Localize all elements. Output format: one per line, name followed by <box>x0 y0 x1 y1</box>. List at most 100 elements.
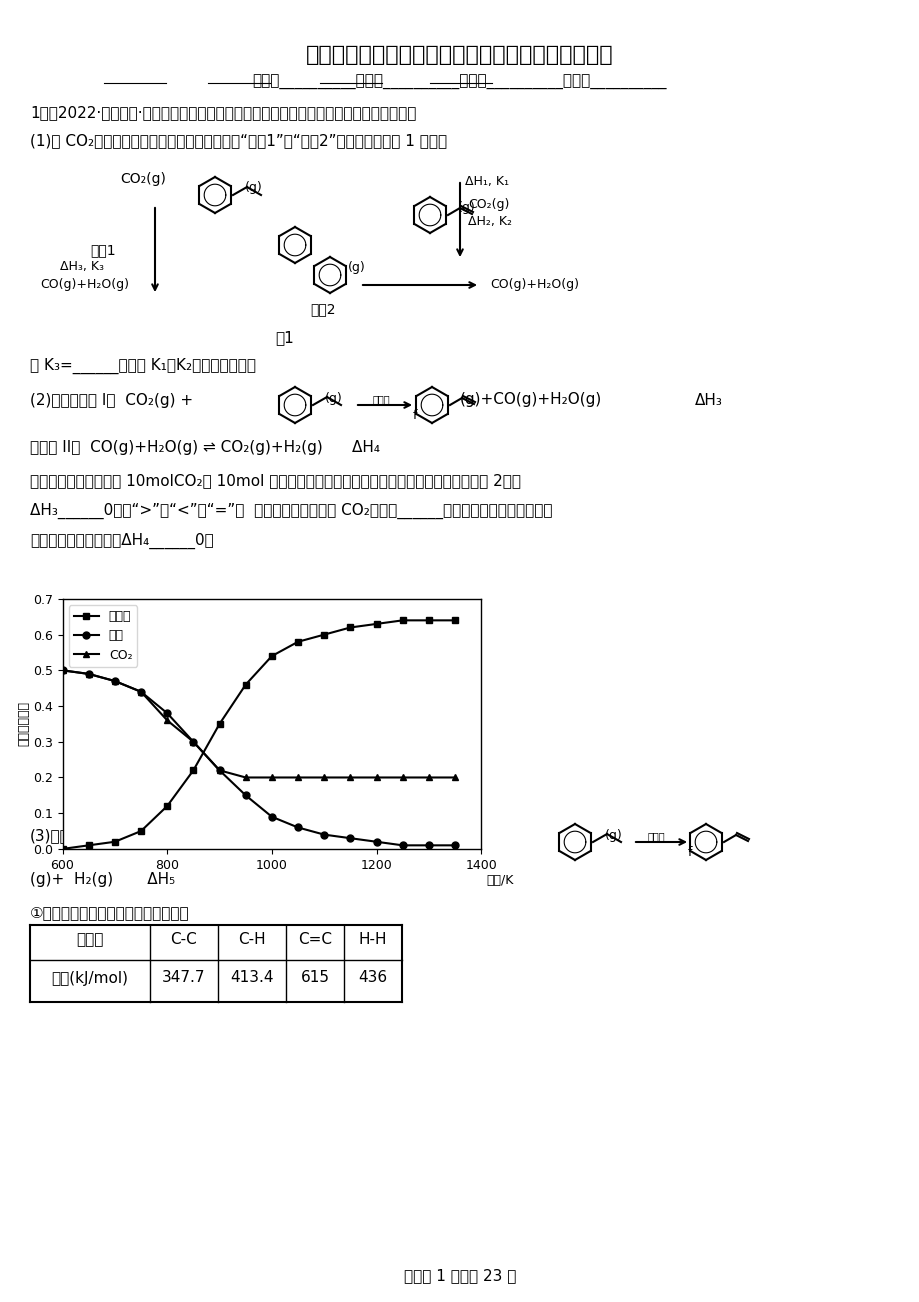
乙苯 <box>370 835 381 850</box>
CO₂ <box>214 763 225 779</box>
Text: CO₂(g): CO₂(g) <box>119 172 165 186</box>
Text: (2)已知主反应 I：  CO₂(g) +: (2)已知主反应 I： CO₂(g) + <box>30 393 193 408</box>
苯乙烯 <box>83 837 94 853</box>
乙苯 <box>162 706 173 721</box>
CO₂ <box>162 712 173 728</box>
CO₂ <box>397 769 408 785</box>
Text: 1．（2022·辽宁丹东·二模）苯乙烯是重要的有机合成单体，工业上常用乙苯为原料合成。: 1．（2022·辽宁丹东·二模）苯乙烯是重要的有机合成单体，工业上常用乙苯为原料… <box>30 105 416 120</box>
Text: 温度/K: 温度/K <box>486 874 513 887</box>
Text: (g): (g) <box>605 829 622 842</box>
Text: 键能(kJ/mol): 键能(kJ/mol) <box>51 970 129 986</box>
乙苯 <box>57 663 68 678</box>
乙苯 <box>267 809 278 824</box>
乙苯 <box>292 820 303 836</box>
Text: 催化剂: 催化剂 <box>647 831 665 841</box>
Text: (g): (g) <box>244 181 263 194</box>
苯乙烯 <box>214 716 225 732</box>
Text: (g)+  H₂(g)       ΔH₅: (g)+ H₂(g) ΔH₅ <box>30 872 175 887</box>
乙苯 <box>345 831 356 846</box>
Text: 向刚性密闭容器中充入 10molCO₂和 10mol 乙苯，在不同温度下测得平衡时各物质的体积分数如图 2，则: 向刚性密闭容器中充入 10molCO₂和 10mol 乙苯，在不同温度下测得平衡… <box>30 473 520 488</box>
乙苯 <box>423 837 434 853</box>
Text: 试卷第 1 页，共 23 页: 试卷第 1 页，共 23 页 <box>403 1268 516 1282</box>
Text: ①已知部分化学键键能数据如表所示：: ①已知部分化学键键能数据如表所示： <box>30 905 189 921</box>
乙苯 <box>318 827 329 842</box>
苯乙烯 <box>370 616 381 631</box>
苯乙烯 <box>292 634 303 650</box>
苯乙烯 <box>449 612 460 628</box>
Text: 高考化学一轮专题强化练习题：化学反应原理综合题: 高考化学一轮专题强化练习题：化学反应原理综合题 <box>306 46 613 65</box>
苯乙烯 <box>187 763 199 779</box>
Text: C-C: C-C <box>170 932 198 947</box>
Text: 学校：__________姓名：__________班级：__________考号：__________: 学校：__________姓名：__________班级：__________考… <box>253 76 666 90</box>
乙苯 <box>214 763 225 779</box>
CO₂ <box>57 663 68 678</box>
苯乙烯 <box>397 612 408 628</box>
苯乙烯 <box>135 823 146 838</box>
Text: C=C: C=C <box>298 932 332 947</box>
Text: (g): (g) <box>324 392 343 405</box>
苯乙烯 <box>162 798 173 814</box>
苯乙烯 <box>57 841 68 857</box>
苯乙烯 <box>345 620 356 635</box>
Text: CO₂(g): CO₂(g) <box>468 198 509 211</box>
苯乙烯 <box>240 677 251 693</box>
CO₂ <box>292 769 303 785</box>
CO₂ <box>423 769 434 785</box>
Text: 二者相差越大，可判断ΔH₄______0。: 二者相差越大，可判断ΔH₄______0。 <box>30 533 213 549</box>
Text: (g): (g) <box>458 201 475 214</box>
乙苯 <box>397 837 408 853</box>
Text: ΔH₂, K₂: ΔH₂, K₂ <box>468 215 512 228</box>
乙苯 <box>449 837 460 853</box>
Text: ΔH₁, K₁: ΔH₁, K₁ <box>464 174 508 187</box>
Text: 途径1: 途径1 <box>90 243 116 256</box>
CO₂ <box>109 673 120 689</box>
乙苯 <box>83 667 94 682</box>
CO₂ <box>345 769 356 785</box>
CO₂ <box>83 667 94 682</box>
CO₂ <box>267 769 278 785</box>
Text: 436: 436 <box>358 970 387 986</box>
CO₂ <box>135 684 146 699</box>
CO₂ <box>449 769 460 785</box>
Text: ΔH₃______0（填“>”、“<”或“=”，  下同），相同温度下 CO₂转化率______乙苯转化率，且温度越高，: ΔH₃______0（填“>”、“<”或“=”， 下同），相同温度下 CO₂转化… <box>30 503 552 519</box>
Text: 催化剂: 催化剂 <box>372 395 391 404</box>
乙苯 <box>135 684 146 699</box>
苯乙烯 <box>423 612 434 628</box>
CO₂ <box>370 769 381 785</box>
Text: (3)某研究团队找到乙苯直接脉氪的高效催化剂，反应原理如下：: (3)某研究团队找到乙苯直接脉氪的高效催化剂，反应原理如下： <box>30 828 298 842</box>
乙苯 <box>187 734 199 750</box>
CO₂ <box>318 769 329 785</box>
乙苯 <box>109 673 120 689</box>
Text: (g)+CO(g)+H₂O(g): (g)+CO(g)+H₂O(g) <box>460 392 602 408</box>
苯乙烯 <box>267 648 278 664</box>
Text: 图1: 图1 <box>276 329 294 345</box>
CO₂ <box>240 769 251 785</box>
Text: 则 K₃=______（用含 K₁、K₂的代数式表示）: 则 K₃=______（用含 K₁、K₂的代数式表示） <box>30 358 255 374</box>
Legend: 苯乙烯, 乙苯, CO₂: 苯乙烯, 乙苯, CO₂ <box>69 605 137 667</box>
Text: CO(g)+H₂O(g): CO(g)+H₂O(g) <box>40 279 129 292</box>
苯乙烯 <box>318 626 329 642</box>
Line: 苯乙烯: 苯乙烯 <box>59 617 458 853</box>
Text: 615: 615 <box>301 970 329 986</box>
Text: 413.4: 413.4 <box>230 970 274 986</box>
苯乙烯 <box>109 835 120 850</box>
CO₂ <box>187 734 199 750</box>
Text: f: f <box>687 846 692 859</box>
Text: (g): (g) <box>347 260 366 273</box>
Y-axis label: 物质体积分数: 物质体积分数 <box>17 702 30 746</box>
Text: 共价键: 共价键 <box>76 932 104 947</box>
Text: ΔH₃, K₃: ΔH₃, K₃ <box>60 260 104 273</box>
Text: H-H: H-H <box>358 932 387 947</box>
Text: ΔH₃: ΔH₃ <box>694 393 722 408</box>
乙苯 <box>240 788 251 803</box>
Text: f: f <box>413 409 417 422</box>
Line: 乙苯: 乙苯 <box>59 667 458 849</box>
Text: 副反应 II：  CO(g)+H₂O(g) ⇌ CO₂(g)+H₂(g)      ΔH₄: 副反应 II： CO(g)+H₂O(g) ⇌ CO₂(g)+H₂(g) ΔH₄ <box>30 440 380 454</box>
Text: (1)以 CO₂和乙苯为原料合成苯乙烯，其过程有“途径1”和“途径2”的两种推测如图 1 所示。: (1)以 CO₂和乙苯为原料合成苯乙烯，其过程有“途径1”和“途径2”的两种推测… <box>30 133 447 148</box>
Line: CO₂: CO₂ <box>59 667 458 781</box>
Text: 途径2: 途径2 <box>310 302 335 316</box>
Text: 图2: 图2 <box>225 798 244 812</box>
Text: CO(g)+H₂O(g): CO(g)+H₂O(g) <box>490 279 578 292</box>
Text: 347.7: 347.7 <box>162 970 206 986</box>
Text: C-H: C-H <box>238 932 266 947</box>
